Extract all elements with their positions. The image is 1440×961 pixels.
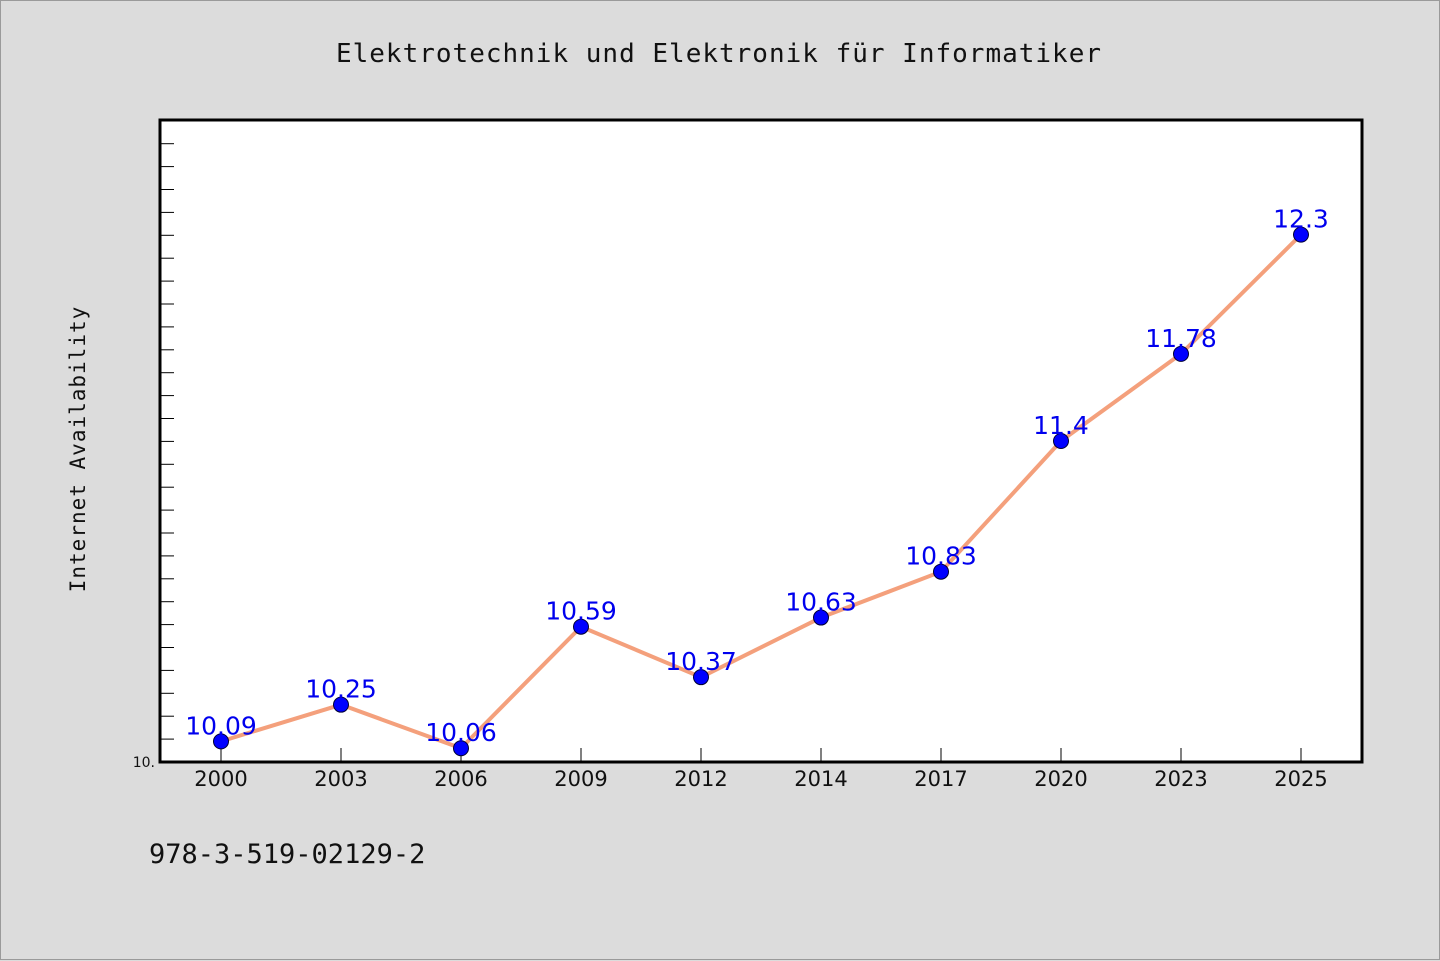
footer-isbn: 978-3-519-02129-2 (149, 839, 425, 870)
data-label: 10.09 (185, 711, 257, 740)
x-axis-ticks: 2000 2003 2006 2009 2012 2014 2017 2020 2023 2025 (194, 748, 1328, 791)
data-point-marker (333, 696, 349, 713)
x-tick-label: 2012 (674, 767, 727, 791)
data-point-marker (213, 733, 229, 750)
series-group: 10.09 10.25 10.06 10.59 10.37 10.63 10.83 11.4 1… (185, 205, 1329, 757)
plot-area (158, 118, 1364, 764)
x-tick-label: 2003 (314, 767, 367, 791)
data-point-marker (1173, 345, 1189, 362)
data-label: 10.59 (545, 597, 617, 626)
x-tick-label: 2014 (794, 767, 847, 791)
data-point-marker (933, 563, 949, 580)
data-label: 10.63 (785, 588, 857, 617)
y-tick-label: 10. (133, 755, 155, 771)
data-point-marker (573, 618, 589, 635)
x-tick-label: 2017 (914, 767, 967, 791)
x-tick-label: 2006 (434, 767, 487, 791)
series-line (219, 232, 1303, 751)
x-tick-label: 2020 (1034, 767, 1087, 791)
data-label: 10.25 (305, 675, 377, 704)
x-tick-label: 2025 (1274, 767, 1327, 791)
data-point-marker (693, 669, 709, 686)
data-label: 10.06 (425, 718, 497, 747)
data-label: 11.4 (1033, 411, 1089, 440)
x-tick-label: 2000 (194, 767, 247, 791)
data-point-marker (1293, 226, 1309, 243)
x-tick-label: 2023 (1154, 767, 1207, 791)
data-label: 11.78 (1145, 324, 1217, 353)
data-point-marker (1053, 433, 1069, 449)
data-label: 10.83 (905, 542, 977, 571)
data-point-marker (813, 609, 829, 626)
data-point-marker (453, 740, 469, 757)
y-axis-ticks: 10. (133, 143, 174, 771)
chart-title: Elektrotechnik und Elektronik für Inform… (336, 39, 1102, 69)
y-axis-label: Internet Availability (66, 306, 90, 593)
x-tick-label: 2009 (554, 767, 607, 791)
data-label: 12.3 (1273, 205, 1329, 234)
data-label: 10.37 (665, 647, 737, 676)
